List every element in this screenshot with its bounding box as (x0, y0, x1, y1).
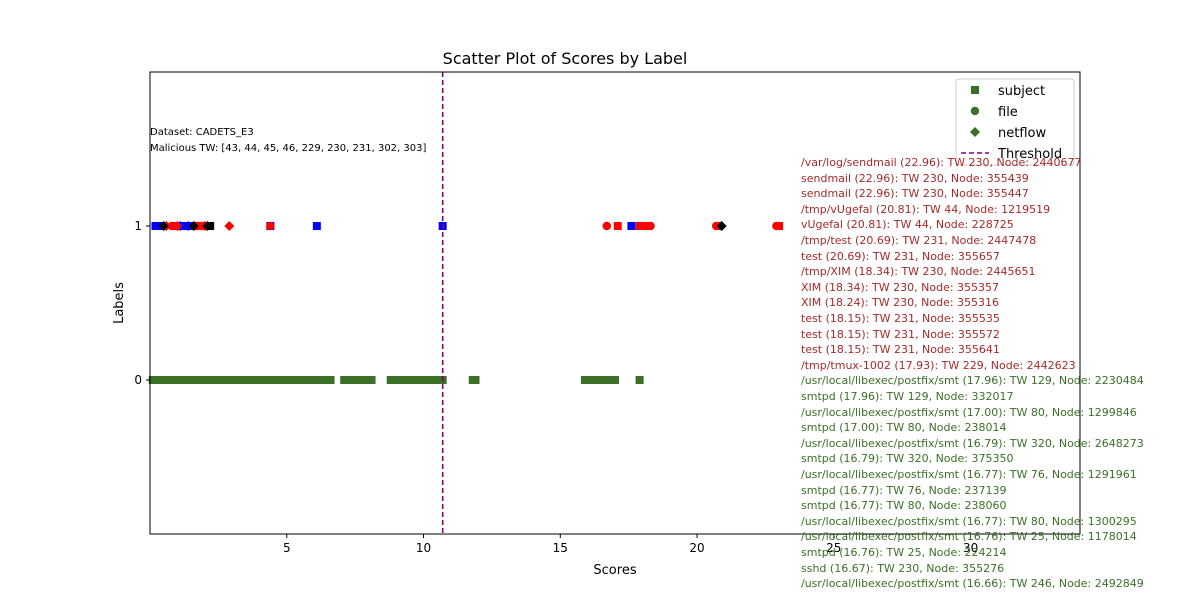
data-point-0-7 (433, 376, 442, 384)
data-point-0-9 (471, 376, 480, 384)
legend: subject file netflow Threshold (955, 78, 1075, 166)
legend-Threshold-label: Threshold (997, 147, 1062, 162)
legend-subject-label: subject (998, 84, 1045, 99)
node-annotation: smtpd (16.77): TW 80, Node: 238060 (801, 499, 1007, 513)
node-annotation: /usr/local/libexec/postfix/smt (17.96): … (801, 374, 1144, 388)
node-annotation: vUgefal (20.81): TW 44, Node: 228725 (801, 218, 1014, 232)
node-annotation: test (20.69): TW 231, Node: 355657 (801, 249, 1000, 263)
x-tick-label-3: 20 (689, 541, 704, 555)
dataset-label: Dataset: CADETS_E3 (150, 127, 254, 138)
tick-layer: 5 10 15 20 25 30 0 1 (134, 219, 978, 555)
point-cluster-0-3 (266, 376, 299, 384)
data-point-7-3 (716, 221, 727, 231)
node-annotation: /var/log/sendmail (22.96): TW 230, Node:… (801, 156, 1082, 169)
x-axis-label: Scores (593, 563, 636, 578)
point-cluster-0-1 (203, 376, 245, 384)
x-tick-label-1: 10 (416, 541, 431, 555)
chart-title: Scatter Plot of Scores by Label (443, 49, 688, 68)
point-cluster-0-6 (386, 376, 444, 384)
data-point-5-6 (712, 221, 721, 231)
data-point-3-1 (183, 221, 194, 231)
node-annotation: smtpd (16.79): TW 320, Node: 375350 (801, 452, 1014, 466)
data-point-5-5 (646, 221, 655, 231)
legend-file-label: file (998, 105, 1018, 120)
data-point-5-0 (167, 221, 177, 231)
node-annotation: sshd (16.67): TW 230, Node: 355276 (801, 561, 1005, 575)
node-annotation: /usr/local/libexec/postfix/smt (16.77): … (801, 514, 1137, 528)
data-point-0-0 (173, 376, 182, 384)
data-point-0-1 (187, 376, 196, 384)
node-annotation: smtpd (17.96): TW 129, Node: 332017 (801, 390, 1014, 403)
node-annotation: test (18.15): TW 231, Node: 355641 (801, 343, 1000, 357)
data-point-5-2 (266, 221, 275, 231)
node-annotation: /tmp/XIM (18.34): TW 230, Node: 2445651 (801, 265, 1036, 279)
x-tick-label-5: 30 (963, 541, 978, 555)
data-point-5-3 (602, 221, 611, 231)
node-annotation: sendmail (22.96): TW 230, Node: 355447 (801, 187, 1029, 201)
data-point-6-3 (224, 221, 235, 231)
data-point-0-10 (583, 376, 592, 384)
data-point-0-3 (266, 376, 275, 384)
node-annotation: test (18.15): TW 231, Node: 355572 (801, 327, 1000, 341)
node-annotation: /usr/local/libexec/postfix/smt (16.79): … (801, 436, 1144, 450)
node-annotation: XIM (18.24): TW 230, Node: 355316 (801, 296, 1000, 310)
point-cluster-0-4 (290, 376, 335, 384)
node-annotation: smtpd (16.77): TW 76, Node: 237139 (801, 483, 1007, 497)
node-annotation: sendmail (22.96): TW 230, Node: 355439 (801, 171, 1029, 185)
data-point-4-4 (635, 222, 644, 230)
node-annotation: /usr/local/libexec/postfix/smt (16.77): … (801, 468, 1137, 481)
node-annotation: smtpd (16.76): TW 25, Node: 224214 (801, 546, 1007, 559)
data-point-1-7 (312, 222, 321, 230)
data-point-0-5 (351, 376, 360, 384)
node-annotation: /tmp/test (20.69): TW 231, Node: 2447478 (801, 234, 1037, 247)
data-point-7-0 (158, 221, 169, 231)
x-tick-label-0: 5 (283, 541, 291, 555)
legend-netflow-label: netflow (998, 126, 1046, 141)
node-annotation: /tmp/vUgefal (20.81): TW 44, Node: 12195… (801, 202, 1051, 216)
node-annotation: smtpd (17.00): TW 80, Node: 238014 (801, 421, 1007, 435)
data-point-0-2 (200, 376, 209, 384)
data-layer (148, 72, 784, 534)
node-annotation: test (18.15): TW 231, Node: 355535 (801, 312, 1000, 325)
data-point-8-0 (206, 222, 215, 230)
point-cluster-0-8 (580, 376, 619, 384)
node-annotation: XIM (18.34): TW 230, Node: 355357 (801, 280, 1000, 294)
legend-netflow-marker (970, 127, 980, 137)
data-point-0-6 (405, 376, 414, 384)
axes-frame (149, 71, 1081, 535)
legend-subject-marker (971, 86, 979, 94)
data-point-1-9 (627, 222, 636, 230)
y-axis-label: Labels (112, 282, 127, 324)
plot-area (150, 72, 1080, 534)
data-point-0-4 (323, 376, 332, 384)
data-point-6-1 (172, 221, 183, 231)
data-point-7-1 (188, 221, 199, 231)
node-annotation: /usr/local/libexec/postfix/smt (16.76): … (801, 530, 1137, 544)
data-point-5-7 (772, 221, 781, 231)
node-annotation: /usr/local/libexec/postfix/smt (16.66): … (801, 577, 1144, 591)
legend-file-marker (970, 106, 980, 116)
y-tick-label-1: 1 (134, 219, 142, 233)
data-point-4-3 (613, 222, 622, 230)
y-tick-label-0: 0 (134, 373, 142, 387)
node-annotation: /tmp/tmux-1002 (17.93): TW 229, Node: 24… (801, 358, 1076, 372)
x-tick-label-2: 15 (553, 541, 568, 555)
malicious-tw-label: Malicious TW: [43, 44, 45, 46, 229, 230,… (150, 143, 427, 154)
data-point-1-0 (151, 222, 160, 230)
node-annotation: /usr/local/libexec/postfix/smt (17.00): … (801, 405, 1137, 419)
point-cluster-0-2 (236, 376, 275, 384)
data-point-0-11 (605, 376, 614, 384)
data-point-0-12 (635, 376, 644, 384)
legend-frame (955, 78, 1075, 166)
x-tick-label-4: 25 (826, 541, 841, 555)
